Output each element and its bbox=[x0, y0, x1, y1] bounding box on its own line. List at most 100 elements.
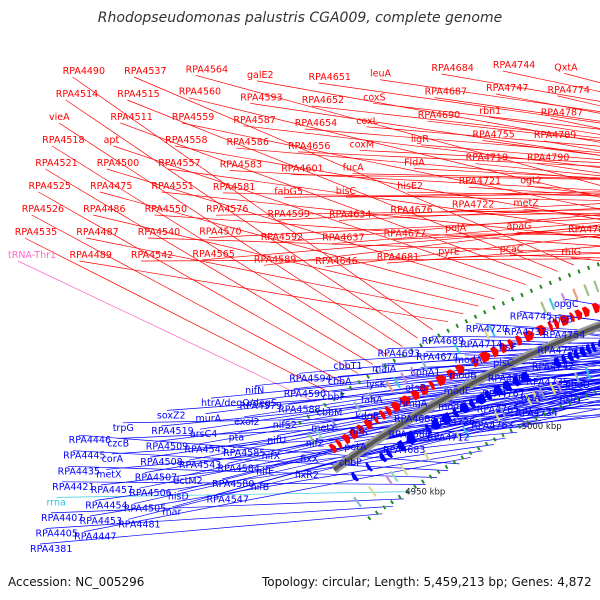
forward-gene bbox=[547, 321, 554, 332]
callout-line bbox=[366, 126, 600, 147]
reverse-gene bbox=[567, 351, 575, 362]
gene-label: metY bbox=[311, 423, 336, 434]
forward-gene bbox=[574, 309, 583, 321]
tick-mark bbox=[520, 292, 524, 298]
reverse-gene bbox=[452, 407, 460, 418]
gene-label: fahA bbox=[361, 395, 383, 406]
reverse-gene bbox=[379, 452, 388, 463]
gene-label: ogt2 bbox=[520, 175, 542, 186]
tick-mark bbox=[314, 408, 319, 413]
gene-label: RPA4601 bbox=[281, 164, 323, 175]
gene-label: ligR bbox=[411, 134, 429, 145]
gene-label: RPA4545 bbox=[184, 445, 226, 456]
cog-bar bbox=[353, 496, 362, 508]
tick-mark bbox=[517, 424, 522, 429]
gene-label: RPA4583 bbox=[220, 160, 262, 171]
callout-line bbox=[448, 253, 600, 258]
gene-label: coxL bbox=[356, 116, 378, 127]
gene-label: RPA4688 bbox=[394, 414, 436, 425]
backbone-circle bbox=[332, 323, 600, 472]
forward-gene bbox=[384, 406, 392, 417]
gene-label: RPA4651 bbox=[309, 72, 351, 83]
cog-bar bbox=[314, 428, 324, 440]
gene-label: RPA4646 bbox=[315, 256, 357, 267]
cog-bar bbox=[368, 392, 377, 404]
cog-bar bbox=[493, 409, 501, 422]
cog-bar bbox=[540, 301, 547, 314]
reverse-gene bbox=[553, 356, 562, 368]
gene-label: RPA4515 bbox=[117, 89, 159, 100]
gene-label: RPA4506 bbox=[129, 488, 171, 499]
forward-gene bbox=[490, 346, 499, 358]
gene-label: rhlG bbox=[561, 247, 581, 258]
reverse-gene bbox=[561, 354, 568, 365]
gene-label: potA bbox=[344, 442, 367, 453]
callout-line bbox=[133, 76, 574, 266]
gene-label: RPA4734 bbox=[515, 408, 557, 419]
callout-line bbox=[127, 99, 558, 272]
callout-line bbox=[282, 368, 600, 421]
gene-label: RPA4722 bbox=[452, 200, 494, 211]
gene-label: RPA4489 bbox=[70, 250, 112, 261]
gene-label: RPA4765 bbox=[477, 405, 519, 416]
tick-mark bbox=[420, 479, 425, 484]
callout-line bbox=[332, 221, 600, 245]
gene-label: RPA4588 bbox=[278, 404, 320, 415]
gene-label: leuA bbox=[370, 69, 392, 80]
gene-label: cbbP bbox=[339, 457, 362, 468]
kbp-label: 4950 kbp bbox=[405, 487, 445, 497]
gene-label: lysK bbox=[366, 380, 386, 391]
gene-label: hmgA bbox=[400, 398, 428, 409]
callout-line bbox=[84, 456, 471, 532]
tick-mark bbox=[542, 412, 547, 417]
callout-line bbox=[400, 212, 600, 217]
gene-label: RPA4580 bbox=[212, 479, 254, 490]
callout-line bbox=[188, 97, 600, 198]
callout-line bbox=[236, 147, 600, 180]
callout-line bbox=[39, 513, 383, 545]
callout-line bbox=[86, 237, 464, 315]
gene-label: nifX bbox=[262, 451, 281, 462]
gene-label: RPA4570 bbox=[199, 227, 241, 238]
tick-mark bbox=[392, 358, 397, 363]
callout-line bbox=[99, 191, 495, 300]
callout-line bbox=[256, 80, 600, 143]
gene-label: RPA4454 bbox=[85, 501, 127, 512]
callout-line bbox=[387, 341, 600, 349]
gene-label: hslO bbox=[560, 396, 581, 407]
gene-label: modE bbox=[444, 386, 471, 397]
gene-label: nifS2 bbox=[273, 420, 297, 431]
gene-label: RPA4540 bbox=[138, 227, 180, 238]
tick-mark bbox=[593, 389, 597, 395]
tick-mark bbox=[567, 272, 572, 278]
forward-gene bbox=[428, 380, 436, 391]
gene-label: RPA4789 bbox=[534, 130, 576, 141]
gene-label: nifK bbox=[350, 426, 369, 437]
gene-label: RPA4754 bbox=[543, 330, 585, 341]
gene-label: RPA4511 bbox=[110, 112, 152, 123]
gene-label: RPA4654 bbox=[295, 118, 337, 129]
callout-line bbox=[453, 381, 600, 387]
tick-mark bbox=[444, 464, 449, 470]
tick-mark bbox=[455, 323, 459, 329]
forward-gene bbox=[378, 410, 386, 420]
gene-label: RPA4656 bbox=[288, 141, 330, 152]
callout-line bbox=[370, 372, 600, 396]
gene-label: RPA4564 bbox=[186, 64, 228, 75]
reverse-gene bbox=[469, 398, 477, 409]
callout-line bbox=[161, 191, 600, 239]
tick-mark bbox=[452, 459, 457, 465]
tick-mark bbox=[348, 385, 353, 391]
cog-bar bbox=[307, 433, 317, 445]
gene-label: QxtA bbox=[554, 62, 578, 73]
kbp-label: 5000 kbp bbox=[522, 422, 562, 432]
callout-line bbox=[24, 237, 330, 393]
callout-line bbox=[373, 102, 600, 130]
cog-bar bbox=[399, 464, 409, 476]
cog-bar bbox=[531, 390, 539, 403]
reverse-gene bbox=[351, 471, 359, 482]
gene-label: RPA4687 bbox=[425, 87, 467, 98]
callout-line bbox=[426, 349, 600, 353]
gene-label: RPA4594 bbox=[289, 373, 331, 384]
